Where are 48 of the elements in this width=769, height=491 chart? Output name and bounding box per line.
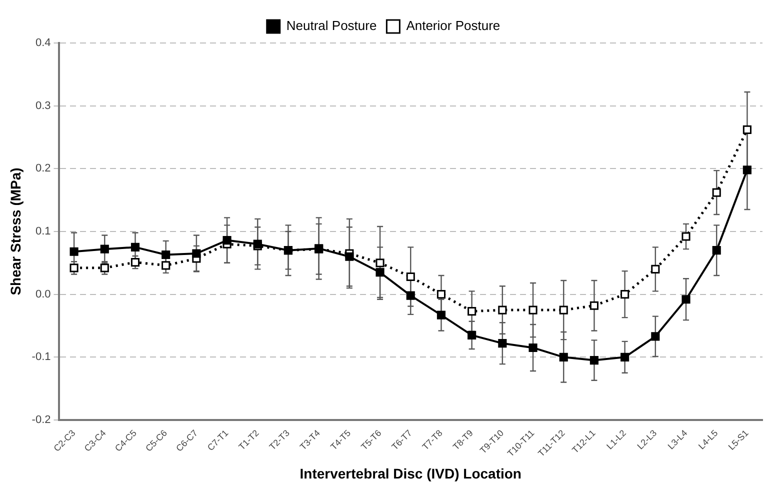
point: [712, 246, 721, 255]
point: [528, 343, 538, 352]
y-tick-label: -0.1: [32, 351, 51, 364]
point: [130, 258, 140, 267]
point: [345, 252, 354, 261]
point: [468, 330, 476, 340]
point: [651, 264, 660, 274]
point: [162, 250, 170, 260]
point: [436, 310, 446, 320]
point: [651, 332, 660, 341]
point: [498, 306, 507, 314]
y-axis-title: Shear Stress (MPa): [7, 168, 24, 296]
y-tick-label: 0.2: [35, 162, 51, 175]
point: [682, 295, 690, 304]
point: [376, 258, 384, 268]
legend-label: Anterior Posture: [406, 18, 500, 34]
point: [559, 352, 568, 362]
y-tick-label: 0.3: [35, 100, 51, 112]
point: [406, 291, 415, 300]
y-tick-label: -0.2: [32, 414, 51, 426]
point: [70, 247, 78, 256]
point: [130, 242, 140, 252]
point: [100, 264, 109, 272]
point: [498, 339, 507, 348]
point: [406, 272, 415, 282]
point: [742, 166, 752, 174]
point: [192, 249, 201, 258]
legend-label: Neutral Posture: [286, 18, 377, 34]
y-tick-label: 0.1: [35, 226, 51, 238]
point: [222, 236, 232, 245]
point: [682, 232, 690, 241]
point: [620, 290, 630, 299]
y-tick-label: 0.4: [35, 37, 51, 50]
point: [742, 125, 752, 134]
point: [70, 264, 78, 272]
point: [712, 188, 721, 197]
point: [620, 352, 630, 362]
point: [162, 261, 170, 270]
point: [528, 306, 538, 314]
point: [436, 290, 446, 299]
y-tick-label: 0.0: [35, 288, 51, 300]
x-axis-title: Intervertebral Disc (IVD) Location: [300, 465, 522, 482]
point: [376, 268, 384, 277]
point: [590, 356, 598, 365]
point: [468, 307, 476, 316]
point: [100, 244, 109, 254]
point: [559, 306, 568, 314]
point: [590, 301, 598, 310]
